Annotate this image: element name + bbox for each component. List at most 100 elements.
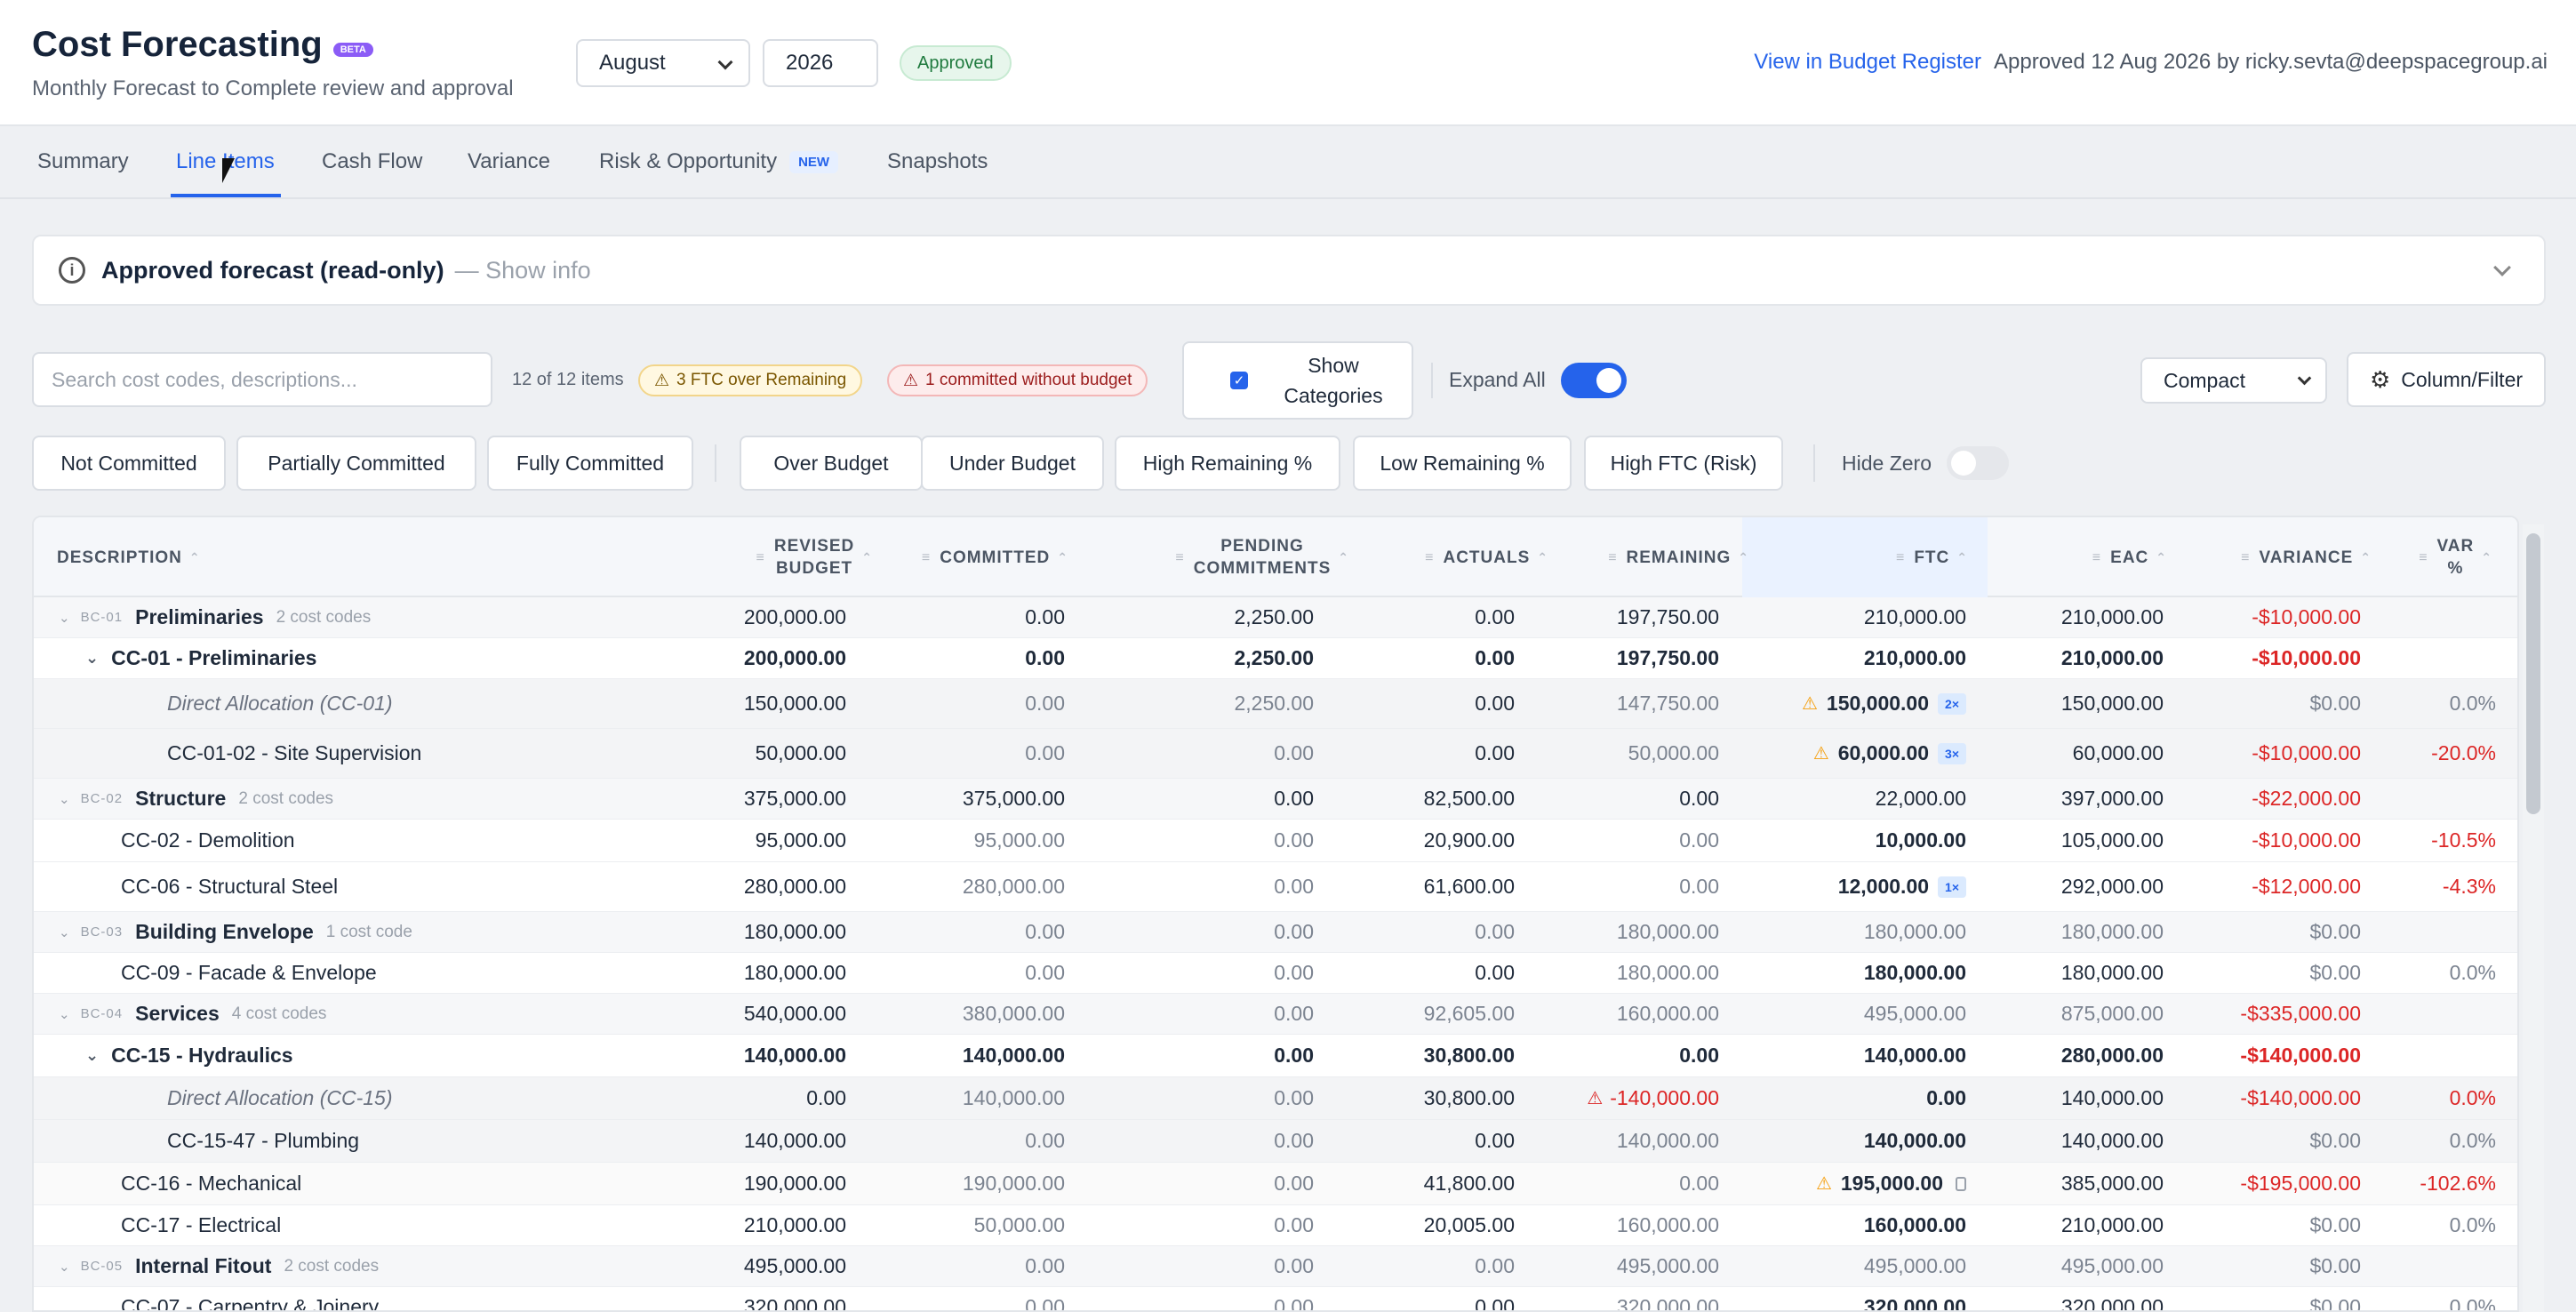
view-mode-select[interactable]: Compact [2140, 357, 2327, 404]
col-description[interactable]: DESCRIPTION ⌃ [57, 548, 201, 567]
sort-icon: ⌃ [2481, 549, 2492, 564]
cost-code-row[interactable]: CC-06 - Structural Steel 280,000.00 280,… [34, 862, 2517, 912]
new-badge: NEW [789, 150, 839, 173]
filter-over-budget[interactable]: Over Budget [740, 436, 923, 491]
revision-count-badge[interactable]: 1× [1938, 876, 1966, 898]
cost-code-row[interactable]: CC-09 - Facade & Envelope 180,000.00 0.0… [34, 953, 2517, 994]
drag-handle-icon[interactable]: ≡ [1895, 549, 1906, 565]
read-only-info-bar[interactable]: i Approved forecast (read-only) — Show i… [32, 235, 2546, 306]
drag-handle-icon[interactable]: ≡ [2419, 549, 2428, 565]
divider [1813, 444, 1815, 482]
search-input[interactable]: Search cost codes, descriptions... [32, 352, 492, 407]
sub-item-row[interactable]: Direct Allocation (CC-15) 0.00 140,000.0… [34, 1077, 2517, 1120]
cost-code-row[interactable]: CC-16 - Mechanical 190,000.00 190,000.00… [34, 1163, 2517, 1205]
drag-handle-icon[interactable]: ≡ [1608, 549, 1618, 565]
warning-icon: ⚠ [1812, 744, 1829, 764]
warning-icon: ⚠ [903, 371, 919, 390]
col-revised-budget[interactable]: ≡ REVISED BUDGET ⌃ [756, 537, 873, 578]
col-committed[interactable]: ≡ COMMITTED ⌃ [921, 548, 1068, 567]
hide-zero-toggle[interactable] [1947, 446, 2009, 480]
chevron-down-icon[interactable]: ⌄ [59, 610, 70, 626]
expand-all-label: Expand All [1449, 368, 1546, 391]
col-eac[interactable]: ≡ EAC ⌃ [2092, 548, 2167, 567]
month-select[interactable]: August [576, 39, 750, 87]
approval-info: View in Budget Register Approved 12 Aug … [1754, 50, 2548, 75]
sort-icon: ⌃ [1338, 549, 1349, 564]
chevron-down-icon [717, 54, 733, 70]
col-variance[interactable]: ≡ VARIANCE ⌃ [2241, 548, 2372, 567]
page-subtitle: Monthly Forecast to Complete review and … [32, 76, 514, 100]
tab-variance[interactable]: Variance [468, 149, 550, 173]
tab-risk-opportunity[interactable]: Risk & Opportunity NEW [599, 149, 839, 174]
category-row[interactable]: ⌄ BC-03 Building Envelope 1 cost code 180,0… [34, 912, 2517, 953]
filter-high-ftc[interactable]: High FTC (Risk) [1584, 436, 1783, 491]
chevron-down-icon[interactable] [2493, 259, 2511, 276]
show-categories-toggle[interactable]: ✓ Show Categories [1182, 341, 1413, 420]
revision-count-badge[interactable]: 2× [1938, 692, 1966, 715]
chevron-down-icon[interactable]: ⌄ [59, 1259, 70, 1275]
sort-icon: ⌃ [861, 549, 873, 564]
budget-register-link[interactable]: View in Budget Register [1754, 50, 1981, 74]
cost-code-row[interactable]: CC-02 - Demolition 95,000.00 95,000.00 0… [34, 820, 2517, 862]
sort-icon: ⌃ [1738, 549, 1749, 564]
col-pending-commitments[interactable]: ≡ PENDING COMMITMENTS ⌃ [1175, 537, 1349, 578]
drag-handle-icon[interactable]: ≡ [921, 549, 932, 565]
item-count: 12 of 12 items [512, 370, 624, 389]
cost-code-row[interactable]: CC-07 - Carpentry & Joinery 320,000.00 0… [34, 1287, 2517, 1310]
chevron-down-icon[interactable]: ⌄ [59, 1006, 70, 1022]
tab-summary[interactable]: Summary [37, 149, 129, 173]
ftc-over-remaining-badge[interactable]: ⚠ 3 FTC over Remaining [638, 364, 863, 396]
filter-fully-committed[interactable]: Fully Committed [487, 436, 693, 491]
col-ftc[interactable]: ≡ FTC ⌃ [1895, 548, 1968, 567]
chevron-down-icon[interactable]: ⌄ [59, 791, 70, 807]
show-info-link[interactable]: — Show info [454, 256, 591, 284]
col-var-pct[interactable]: ≡ VAR% ⌃ [2419, 537, 2492, 578]
cost-code-row[interactable]: ⌄ CC-15 - Hydraulics 140,000.00 140,000.0… [34, 1035, 2517, 1077]
chevron-down-icon[interactable]: ⌄ [59, 924, 70, 940]
category-row[interactable]: ⌄ BC-04 Services 4 cost codes 540,000.00 38… [34, 994, 2517, 1035]
filter-low-remaining[interactable]: Low Remaining % [1353, 436, 1572, 491]
sub-item-row[interactable]: CC-15-47 - Plumbing 140,000.00 0.00 0.00… [34, 1120, 2517, 1163]
divider [1431, 363, 1433, 398]
hide-zero-label: Hide Zero [1842, 452, 1932, 475]
expand-all-toggle[interactable] [1561, 363, 1627, 398]
sort-icon: ⌃ [1956, 549, 1968, 564]
sub-item-row[interactable]: CC-01-02 - Site Supervision 50,000.00 0.… [34, 729, 2517, 779]
checkbox-checked-icon[interactable]: ✓ [1230, 372, 1248, 389]
revision-count-badge[interactable]: 3× [1938, 742, 1966, 764]
drag-handle-icon[interactable]: ≡ [1175, 549, 1185, 565]
col-actuals[interactable]: ≡ ACTUALS ⌃ [1425, 548, 1548, 567]
committed-without-budget-badge[interactable]: ⚠ 1 committed without budget [887, 364, 1148, 396]
sub-item-row[interactable]: Direct Allocation (CC-01) 150,000.00 0.0… [34, 679, 2517, 729]
chevron-down-icon[interactable]: ⌄ [85, 649, 100, 667]
category-row[interactable]: ⌄ BC-01 Preliminaries 2 cost codes 200,000.… [34, 597, 2517, 638]
col-remaining[interactable]: ≡ REMAINING ⌃ [1608, 548, 1749, 567]
note-icon[interactable] [1956, 1176, 1966, 1191]
cost-code-row[interactable]: CC-17 - Electrical 210,000.00 50,000.00 … [34, 1205, 2517, 1246]
tab-snapshots[interactable]: Snapshots [887, 149, 988, 173]
cost-code-row[interactable]: ⌄ CC-01 - Preliminaries 200,000.00 0.00 2… [34, 638, 2517, 679]
drag-handle-icon[interactable]: ≡ [2241, 549, 2251, 565]
filter-under-budget[interactable]: Under Budget [921, 436, 1104, 491]
warning-icon: ⚠ [1587, 1089, 1604, 1108]
scrollbar-thumb[interactable] [2526, 533, 2540, 814]
year-input[interactable]: 2026 [763, 39, 878, 87]
sort-icon: ⌃ [1057, 549, 1068, 564]
filter-high-remaining[interactable]: High Remaining % [1115, 436, 1340, 491]
tab-cash-flow[interactable]: Cash Flow [322, 149, 423, 173]
filter-partially-committed[interactable]: Partially Committed [236, 436, 476, 491]
warning-icon: ⚠ [654, 371, 670, 390]
sliders-icon: ⚙ [2369, 365, 2391, 393]
filter-not-committed[interactable]: Not Committed [32, 436, 226, 491]
category-row[interactable]: ⌄ BC-02 Structure 2 cost codes 375,000.00 3… [34, 779, 2517, 820]
drag-handle-icon[interactable]: ≡ [1425, 549, 1435, 565]
drag-handle-icon[interactable]: ≡ [756, 549, 765, 565]
drag-handle-icon[interactable]: ≡ [2092, 549, 2102, 565]
mouse-cursor-icon [222, 158, 235, 183]
column-filter-button[interactable]: ⚙ Column/Filter [2347, 352, 2546, 407]
category-row[interactable]: ⌄ BC-05 Internal Fitout 2 cost codes 495,00… [34, 1246, 2517, 1287]
info-title: Approved forecast (read-only) [101, 256, 444, 284]
sort-icon: ⌃ [2156, 549, 2167, 564]
chevron-down-icon[interactable]: ⌄ [85, 1046, 100, 1064]
warning-icon: ⚠ [1815, 1174, 1832, 1194]
